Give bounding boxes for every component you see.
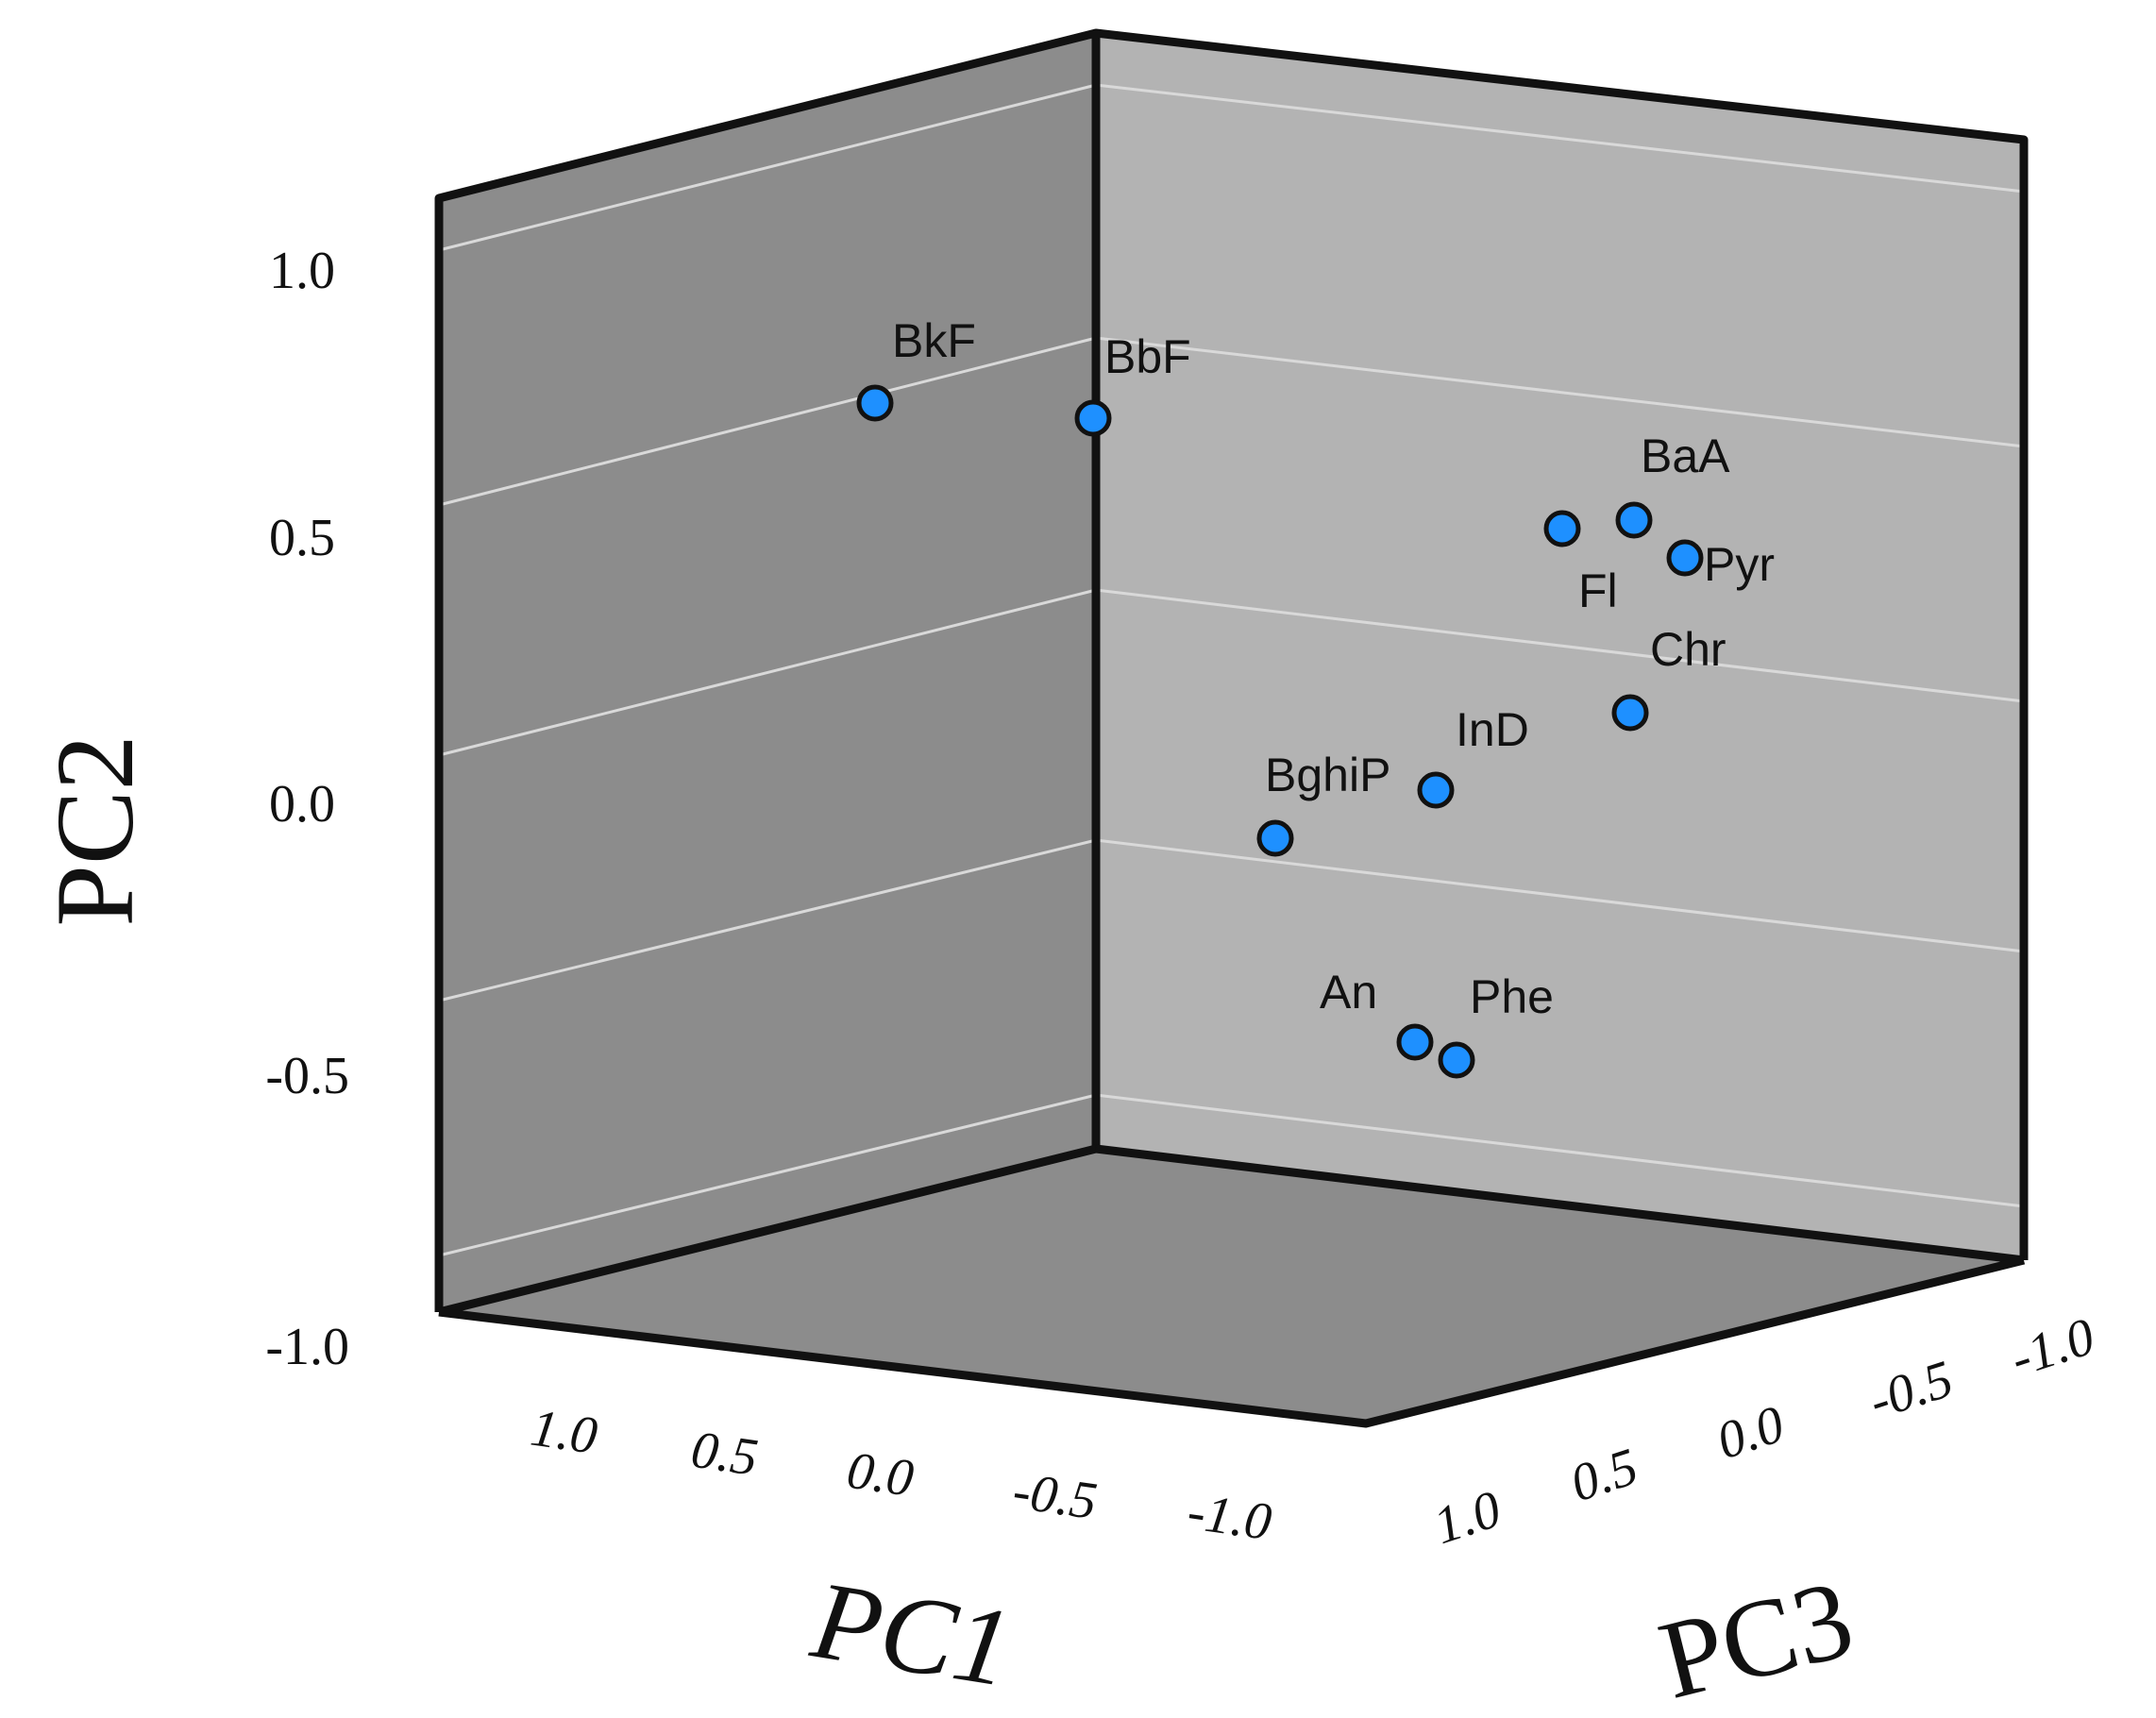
data-point-baa — [1615, 501, 1653, 539]
pc1-tick-label: 0.0 — [844, 1441, 918, 1508]
data-label-ind: InD — [1456, 703, 1529, 756]
data-label-bbf: BbF — [1104, 330, 1191, 383]
pc2-axis: 1.0 0.5 0.0 -0.5 -1.0 — [265, 242, 349, 1376]
data-point-chr — [1611, 694, 1649, 732]
pc1-axis-title: PC1 — [803, 1558, 1019, 1710]
data-label-phe: Phe — [1470, 970, 1554, 1023]
data-label-bkf: BkF — [892, 314, 976, 367]
pc2-tick-label: 0.0 — [269, 775, 335, 834]
data-label-fl: Fl — [1578, 564, 1618, 617]
pc3-tick-label: 1.0 — [1427, 1480, 1508, 1557]
pc3-tick-label: 0.0 — [1710, 1395, 1792, 1472]
pc3-axis-title: PC3 — [1648, 1557, 1864, 1718]
pc2-tick-label: 1.0 — [269, 242, 335, 300]
pc3-tick-label: -0.5 — [1862, 1350, 1960, 1431]
data-point-an — [1396, 1023, 1434, 1061]
pc1-tick-label: 0.5 — [688, 1421, 762, 1488]
data-point-fl — [1543, 510, 1581, 547]
pc2-tick-label: -1.0 — [265, 1318, 349, 1376]
cube-edges — [434, 28, 2029, 1428]
data-point-phe — [1438, 1041, 1475, 1079]
data-label-pyr: Pyr — [1704, 538, 1775, 591]
gridlines — [438, 83, 2025, 1257]
data-point-bghip — [1256, 819, 1294, 857]
data-point-bkf — [856, 384, 894, 422]
pc1-tick-label: 1.0 — [528, 1399, 601, 1466]
data-point-ind — [1417, 771, 1455, 809]
data-points: BkF BbF BaA Fl Pyr Chr InD BghiP An Phe — [856, 314, 1775, 1079]
pc2-axis-title: PC2 — [33, 734, 157, 926]
data-label-an: An — [1320, 966, 1377, 1019]
data-label-chr: Chr — [1650, 623, 1726, 676]
data-label-bghip: BghiP — [1265, 749, 1390, 801]
pc1-tick-label: -1.0 — [1184, 1482, 1274, 1552]
pc3-tick-label: 0.5 — [1564, 1438, 1645, 1514]
data-point-bbf — [1074, 399, 1112, 437]
pc3-tick-label: -1.0 — [2004, 1307, 2101, 1389]
data-point-pyr — [1666, 539, 1704, 577]
pc1-axis: 1.0 0.5 0.0 -0.5 -1.0 — [528, 1399, 1275, 1552]
pc2-tick-label: 0.5 — [269, 509, 335, 567]
pc1-tick-label: -0.5 — [1009, 1461, 1100, 1531]
data-label-baa: BaA — [1641, 430, 1730, 482]
pc2-tick-label: -0.5 — [265, 1047, 349, 1105]
